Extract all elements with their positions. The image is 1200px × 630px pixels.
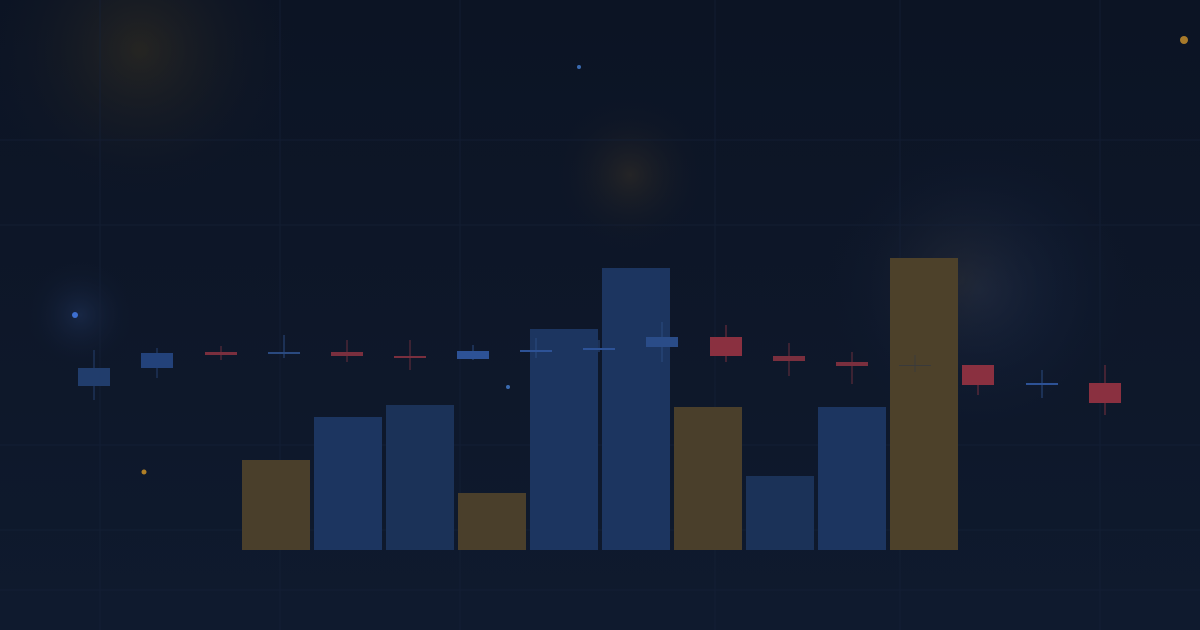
candle — [583, 340, 615, 352]
candle — [268, 335, 300, 358]
bar — [386, 405, 454, 550]
bar — [242, 460, 310, 550]
candle — [646, 322, 678, 362]
dots — [72, 36, 1188, 475]
candles — [78, 322, 1121, 415]
glow — [0, 0, 300, 210]
dot — [1180, 36, 1188, 44]
glow — [20, 255, 140, 375]
candle — [773, 343, 805, 376]
candle — [331, 340, 363, 362]
candle — [899, 355, 931, 372]
dot — [506, 385, 510, 389]
candle — [836, 352, 868, 384]
bar — [458, 493, 526, 550]
bar — [602, 268, 670, 550]
bar — [890, 258, 958, 550]
candle — [205, 346, 237, 360]
bar — [314, 417, 382, 550]
bars — [242, 258, 958, 550]
candle — [394, 340, 426, 370]
candle — [710, 325, 742, 362]
dot — [577, 65, 581, 69]
dot — [141, 469, 147, 475]
candle — [1026, 370, 1058, 398]
candle — [141, 348, 173, 378]
bar — [818, 407, 886, 550]
candle — [1089, 365, 1121, 415]
candle — [962, 365, 994, 395]
candle — [78, 350, 110, 400]
candle — [520, 338, 552, 358]
bar — [674, 407, 742, 550]
glow — [840, 160, 1080, 400]
dot — [72, 312, 78, 318]
bar — [746, 476, 814, 550]
candle — [457, 345, 489, 360]
bar — [530, 329, 598, 550]
glow — [550, 95, 710, 255]
